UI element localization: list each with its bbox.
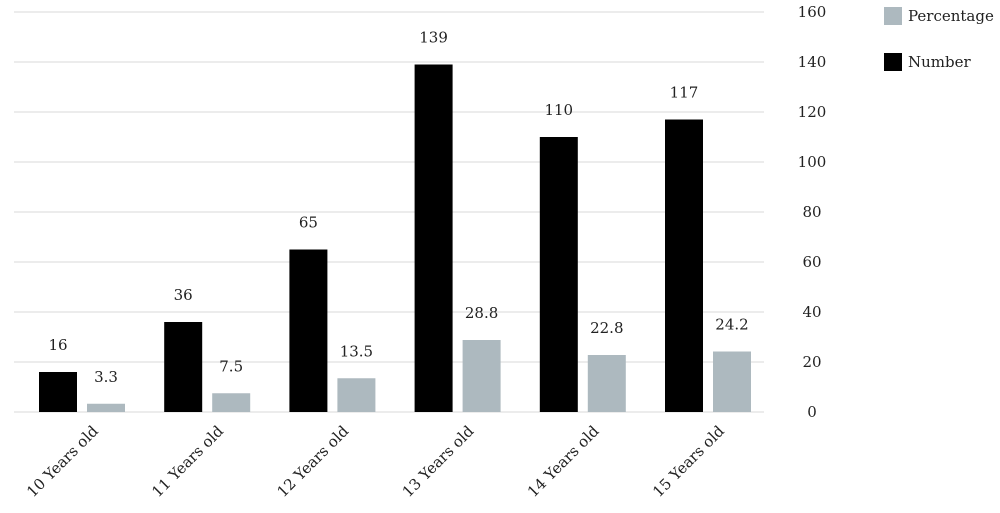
y-tick-label: 100 — [798, 153, 827, 171]
bars — [39, 64, 751, 412]
legend-item-number: Number — [884, 53, 971, 71]
y-axis: 0 20 40 60 80 100 120 140 160 — [798, 3, 827, 421]
x-tick-label: 15 Years old — [649, 422, 728, 501]
data-label-percentage: 7.5 — [219, 357, 243, 375]
x-axis: 10 Years old 11 Years old 12 Years old 13 Y… — [23, 422, 728, 501]
legend-label-number: Number — [908, 53, 971, 71]
y-tick-label: 60 — [802, 253, 821, 271]
y-tick-label: 160 — [798, 3, 827, 21]
data-label-percentage: 13.5 — [340, 342, 373, 360]
data-label-percentage: 24.2 — [715, 316, 748, 334]
data-label-percentage: 22.8 — [590, 319, 623, 337]
data-label-percentage: 28.8 — [465, 304, 498, 322]
data-label-percentage: 3.3 — [94, 368, 118, 386]
data-label-number: 110 — [544, 101, 573, 119]
y-tick-label: 40 — [802, 303, 821, 321]
bar-percentage — [713, 351, 751, 412]
y-tick-label: 120 — [798, 103, 827, 121]
data-labels: 16 3.3 36 7.5 65 13.5 139 28.8 110 22.8 117 24.2 — [48, 29, 748, 386]
data-label-number: 36 — [174, 286, 193, 304]
legend-swatch-percentage — [884, 7, 902, 25]
bar-percentage — [87, 403, 125, 412]
legend-swatch-number — [884, 53, 902, 71]
bar-number — [289, 249, 328, 412]
gridlines — [14, 11, 764, 413]
x-tick-label: 12 Years old — [273, 422, 352, 501]
data-label-number: 117 — [670, 84, 699, 102]
bar-percentage — [462, 340, 501, 412]
bar-number — [665, 119, 703, 412]
bar-number — [414, 64, 453, 412]
bar-percentage — [212, 393, 251, 412]
x-tick-label: 10 Years old — [23, 422, 102, 501]
data-label-number: 16 — [48, 336, 67, 354]
x-tick-label: 13 Years old — [399, 422, 478, 501]
bar-percentage — [337, 378, 376, 412]
data-label-number: 65 — [299, 214, 318, 232]
y-tick-label: 0 — [807, 403, 817, 421]
bar-number — [39, 372, 77, 412]
bar-percentage — [587, 355, 626, 412]
y-tick-label: 140 — [798, 53, 827, 71]
legend-item-percentage: Percentage — [884, 7, 994, 25]
data-label-number: 139 — [419, 29, 448, 47]
legend-label-percentage: Percentage — [908, 7, 994, 25]
x-tick-label: 11 Years old — [148, 422, 227, 501]
y-tick-label: 20 — [802, 353, 821, 371]
bar-number — [539, 137, 578, 412]
bar-number — [164, 322, 203, 412]
x-tick-label: 14 Years old — [524, 422, 603, 501]
y-tick-label: 80 — [802, 203, 821, 221]
